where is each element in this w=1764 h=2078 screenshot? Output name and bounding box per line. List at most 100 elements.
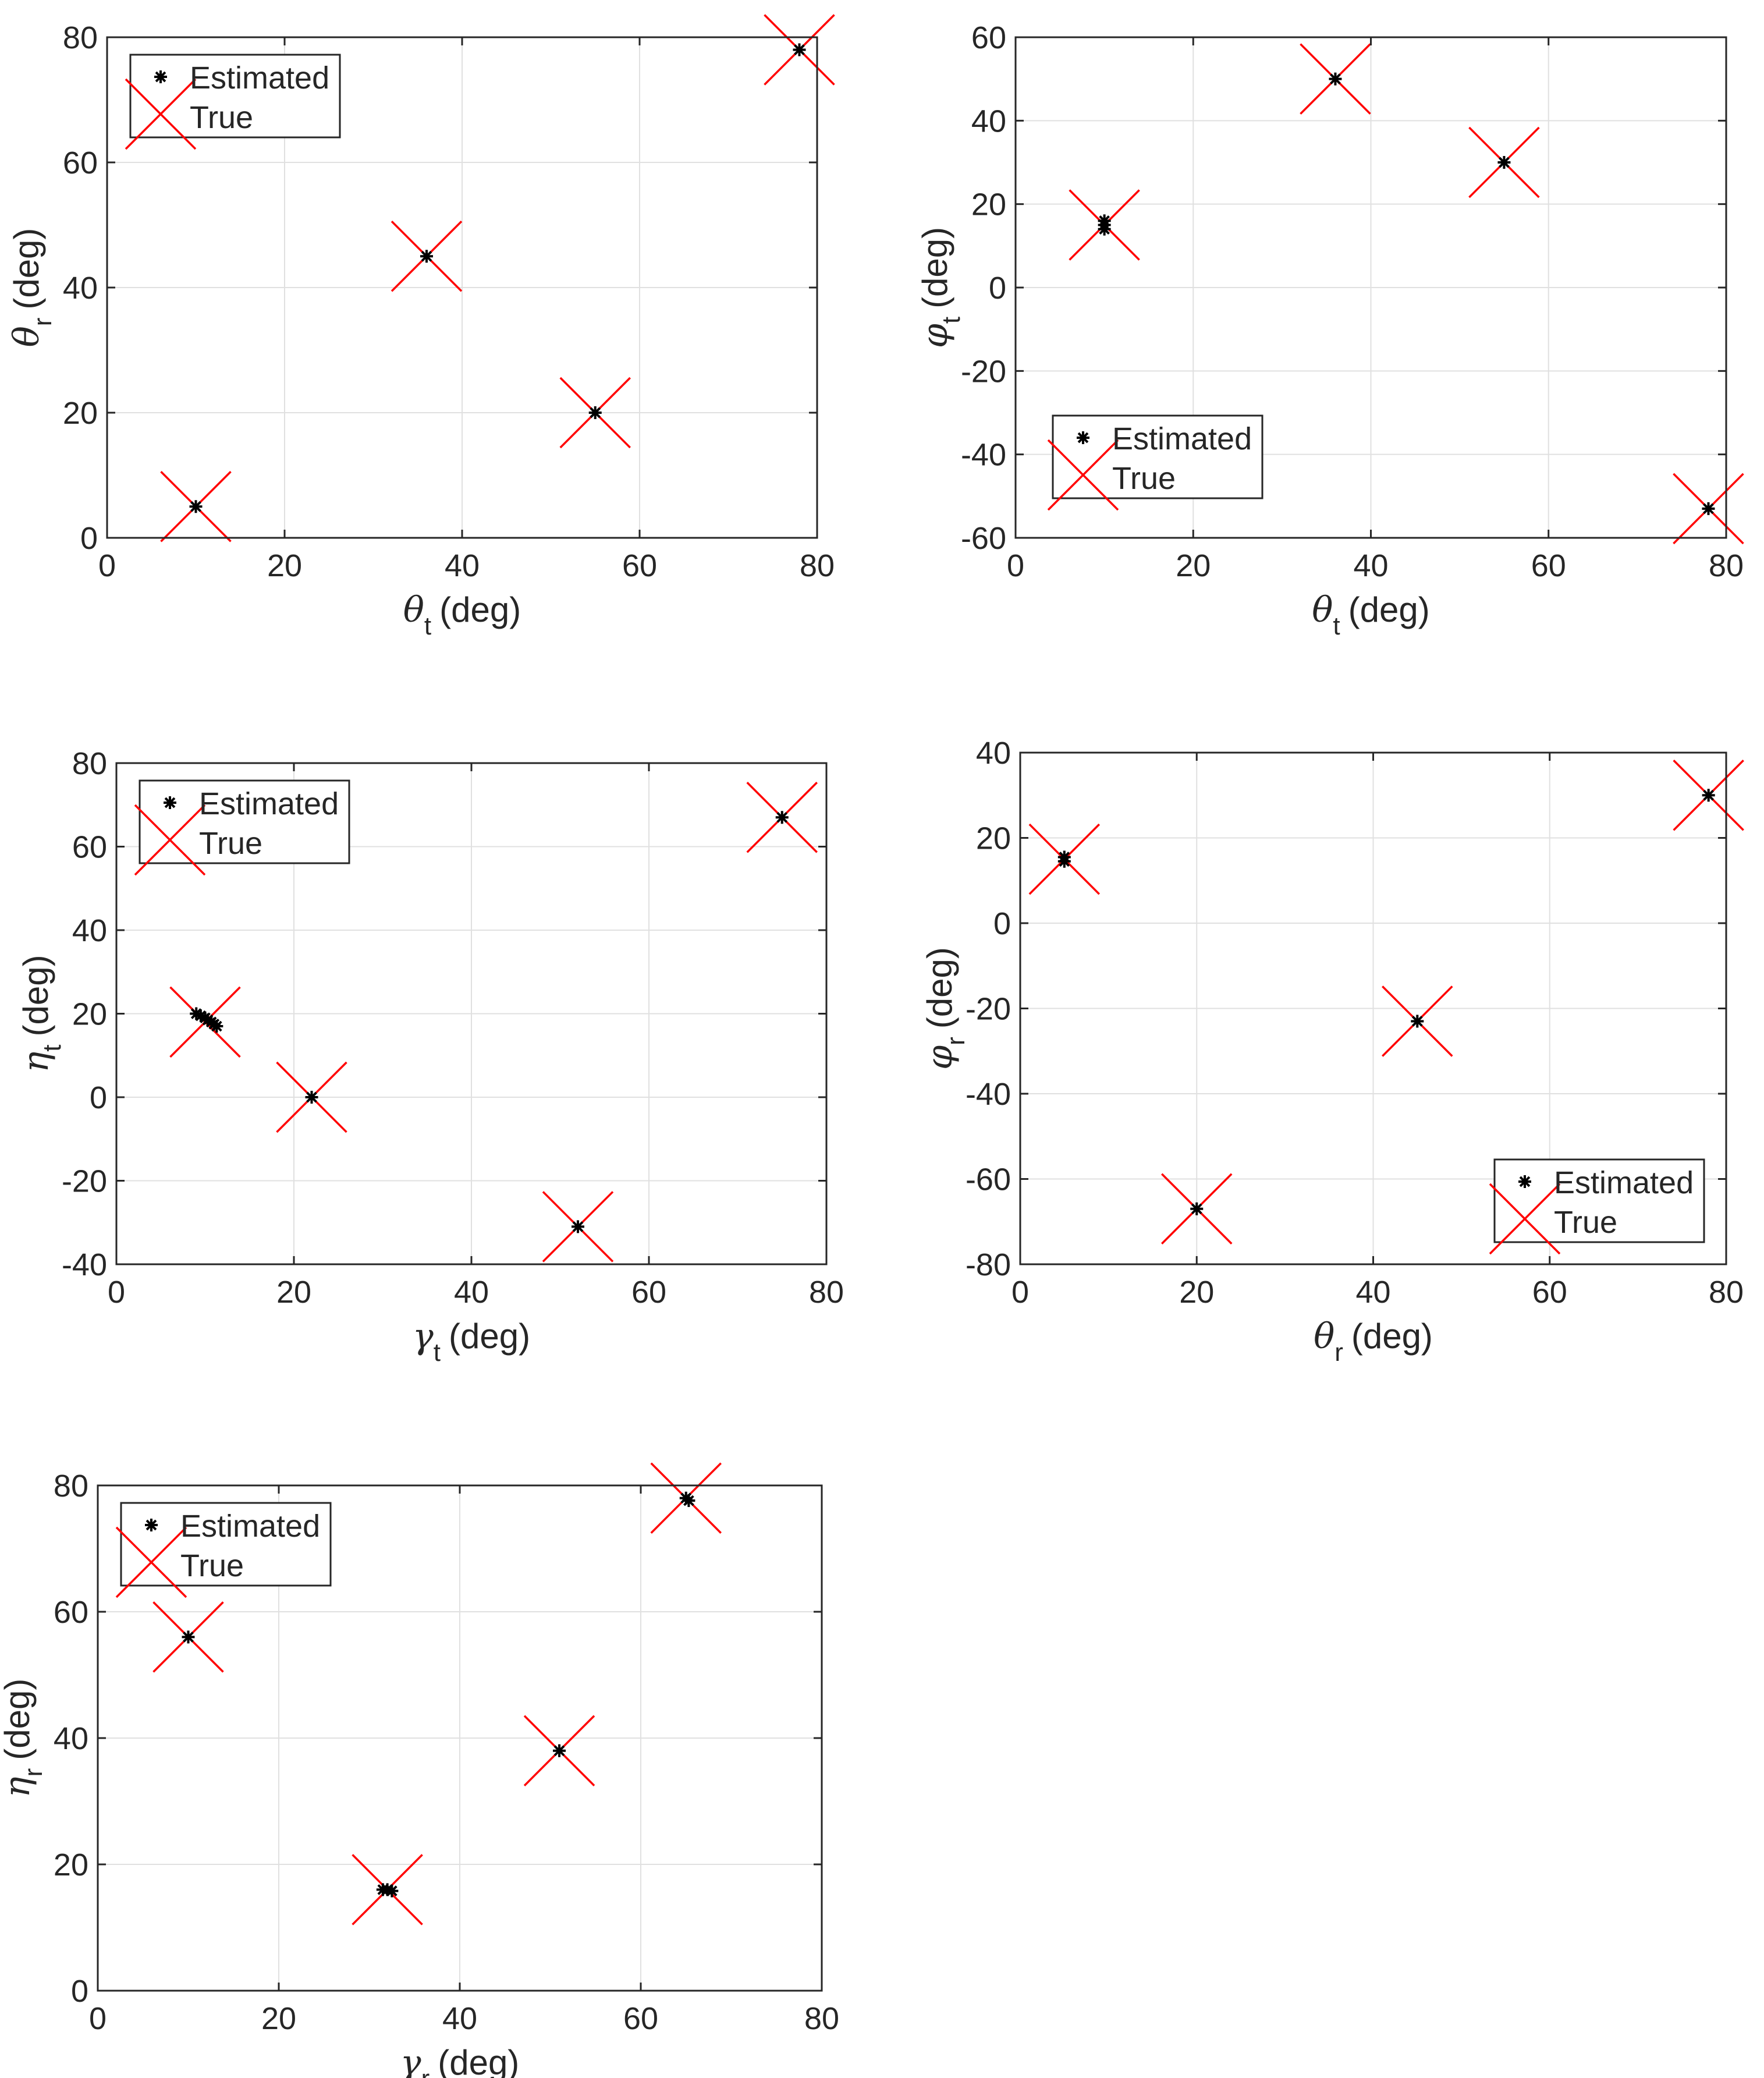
y-tick-label: -40 xyxy=(961,438,1006,473)
y-tick-label: 60 xyxy=(72,830,107,865)
y-tick-label: 0 xyxy=(90,1080,107,1115)
y-axis-label: ηr(deg) xyxy=(0,1679,48,1798)
x-tick-label: 40 xyxy=(445,548,480,583)
y-tick-label: -60 xyxy=(961,521,1006,556)
x-tick-label: 80 xyxy=(804,2001,839,2036)
y-axis-label: ηt(deg) xyxy=(16,955,66,1072)
x-tick-label: 80 xyxy=(809,1275,844,1310)
legend-box xyxy=(129,54,341,139)
estimated-marker xyxy=(305,1091,318,1104)
subplot-2: 0 20 40 60 80 -60 -40 -20 0 20 40 60 θt (deg) φt(deg) E… xyxy=(915,20,1744,640)
estimated-marker xyxy=(775,811,789,824)
y-tick-label: 0 xyxy=(993,906,1011,941)
y-tick-label: -40 xyxy=(62,1247,107,1282)
y-tick-label: -20 xyxy=(966,992,1011,1027)
x-tick-label: 60 xyxy=(622,548,657,583)
y-tick-label: 60 xyxy=(54,1595,88,1630)
x-tick-label: 0 xyxy=(89,2001,107,2036)
estimated-marker xyxy=(1497,156,1511,169)
x-tick-label: 60 xyxy=(1531,548,1566,583)
legend-estimated-marker xyxy=(154,70,167,83)
y-tick-label: 20 xyxy=(63,396,98,431)
legend-true-label: True xyxy=(190,100,253,135)
estimated-marker xyxy=(1702,502,1715,515)
y-tick-label: 40 xyxy=(976,736,1011,771)
estimated-marker xyxy=(1057,850,1071,864)
y-tick-label: 0 xyxy=(989,271,1006,306)
x-tick-label: 60 xyxy=(631,1275,666,1310)
x-tick-label: 20 xyxy=(261,2001,296,2036)
estimated-marker xyxy=(1329,72,1342,86)
y-axis-label: θr(deg) xyxy=(6,228,57,347)
x-tick-label: 0 xyxy=(1007,548,1024,583)
y-tick-label: 20 xyxy=(976,821,1011,856)
legend: Estimated True xyxy=(115,1502,332,1598)
subplot-3: 0 20 40 60 80 -40 -20 0 20 40 60 80 γt (deg) ηt(deg) Es… xyxy=(16,746,844,1367)
subplot-4: 0 20 40 60 80 -80 -60 -40 -20 0 20 40 θr (deg) φr(deg)… xyxy=(920,736,1744,1367)
estimated-marker xyxy=(553,1744,566,1757)
estimated-marker xyxy=(793,43,806,56)
y-tick-label: 20 xyxy=(971,187,1006,222)
legend-true-marker xyxy=(1489,1183,1561,1255)
x-axis-label: θt (deg) xyxy=(403,590,521,640)
x-axis-label: θr (deg) xyxy=(1314,1316,1433,1367)
estimated-marker xyxy=(572,1220,584,1233)
x-tick-label: 0 xyxy=(1011,1275,1029,1310)
x-tick-label: 80 xyxy=(1709,548,1744,583)
y-tick-label: 40 xyxy=(72,913,107,948)
legend-true-marker xyxy=(134,804,206,876)
estimated-marker xyxy=(1098,214,1111,228)
legend-box xyxy=(1493,1158,1705,1243)
legend-estimated-marker xyxy=(1518,1175,1531,1188)
x-tick-label: 20 xyxy=(1176,548,1211,583)
legend-true-label: True xyxy=(1554,1205,1617,1240)
estimated-marker xyxy=(210,1020,223,1033)
estimated-marker xyxy=(189,500,203,513)
y-tick-label: -40 xyxy=(966,1077,1011,1112)
y-tick-label: 80 xyxy=(72,746,107,781)
plot-data xyxy=(1028,760,1744,1245)
x-tick-label: 40 xyxy=(454,1275,489,1310)
plot-data xyxy=(152,1462,722,1925)
legend-estimated-marker xyxy=(145,1519,158,1531)
y-tick-label: 80 xyxy=(63,20,98,55)
legend-estimated-label: Estimated xyxy=(190,61,329,95)
legend-true-marker xyxy=(125,78,197,150)
x-tick-label: 40 xyxy=(442,2001,477,2036)
x-tick-label: 0 xyxy=(98,548,116,583)
y-tick-label: 20 xyxy=(72,997,107,1032)
estimated-marker xyxy=(588,406,602,419)
legend-true-marker xyxy=(115,1526,187,1598)
y-tick-label: 40 xyxy=(63,271,98,306)
y-tick-label: -60 xyxy=(966,1162,1011,1197)
y-tick-label: 60 xyxy=(971,20,1006,55)
y-tick-label: 0 xyxy=(71,1974,88,2009)
legend-true-label: True xyxy=(1112,461,1176,496)
x-axis-label: γr(deg) xyxy=(400,2042,520,2078)
x-tick-label: 20 xyxy=(1179,1275,1214,1310)
y-tick-label: -80 xyxy=(966,1247,1011,1282)
x-tick-label: 20 xyxy=(267,548,302,583)
estimated-marker xyxy=(1190,1202,1204,1215)
legend-box xyxy=(139,779,350,864)
legend-box xyxy=(120,1502,332,1587)
x-tick-label: 0 xyxy=(108,1275,125,1310)
legend-estimated-label: Estimated xyxy=(1112,421,1252,456)
x-axis-label: γt (deg) xyxy=(413,1316,530,1367)
legend-true-marker xyxy=(1047,439,1119,511)
x-tick-label: 20 xyxy=(276,1275,311,1310)
x-axis-label: θt (deg) xyxy=(1312,590,1429,640)
legend-box xyxy=(1052,414,1263,499)
y-tick-label: -20 xyxy=(62,1164,107,1199)
estimated-marker xyxy=(1702,789,1715,802)
legend-true-label: True xyxy=(180,1548,244,1583)
estimated-marker xyxy=(385,1884,399,1898)
x-tick-label: 80 xyxy=(800,548,835,583)
y-tick-label: 20 xyxy=(54,1847,88,1882)
legend-estimated-marker xyxy=(1077,431,1089,444)
legend: Estimated True xyxy=(125,54,341,150)
x-tick-label: 60 xyxy=(623,2001,658,2036)
estimated-marker xyxy=(1411,1015,1424,1028)
estimated-marker xyxy=(182,1630,195,1644)
